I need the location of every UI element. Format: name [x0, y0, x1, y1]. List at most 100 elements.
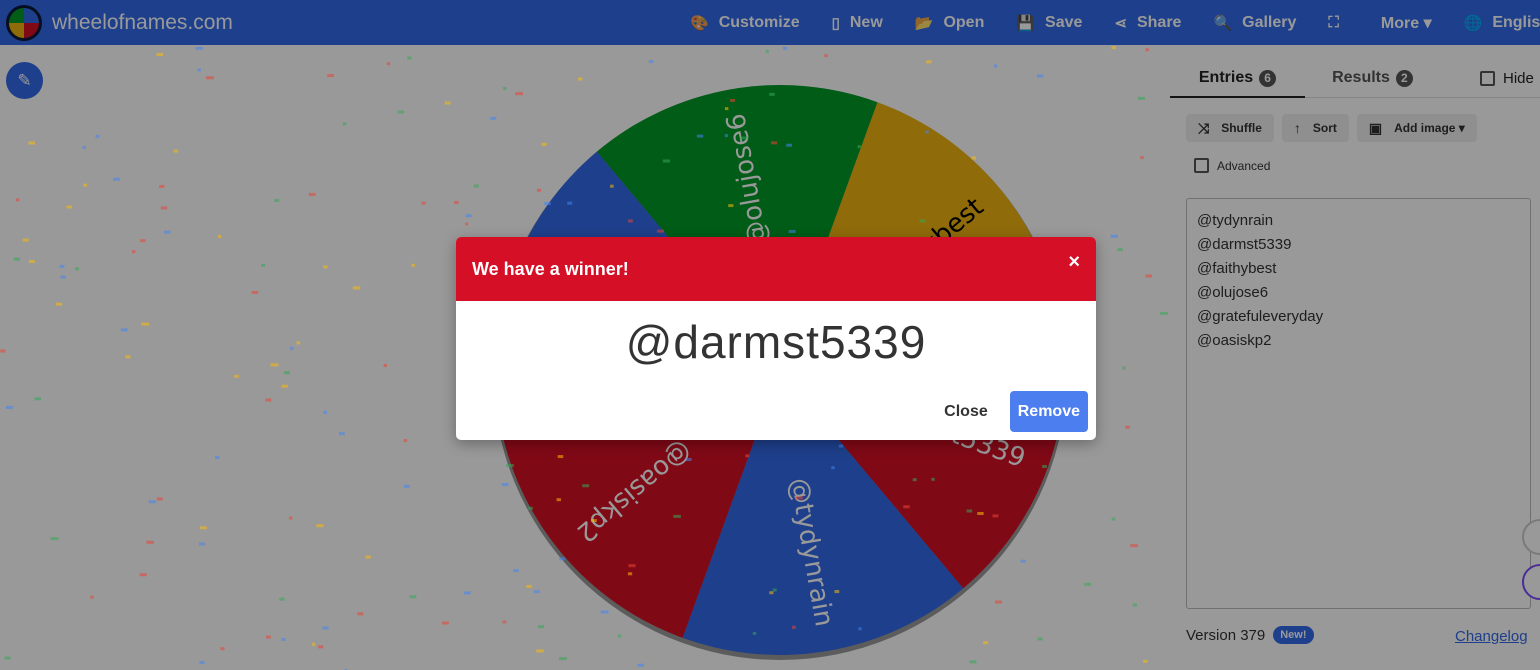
confetti-piece — [199, 526, 207, 530]
confetti-piece — [696, 134, 704, 138]
confetti-piece — [95, 134, 100, 138]
confetti-piece — [1111, 46, 1117, 50]
nav-label: English — [1492, 13, 1540, 31]
confetti-piece — [339, 432, 345, 436]
confetti-piece — [465, 214, 472, 218]
nav-folder-open[interactable]: 📂 Open — [915, 14, 985, 32]
confetti-piece — [274, 198, 280, 202]
nav-label: Open — [943, 13, 985, 31]
confetti-piece — [464, 591, 471, 595]
confetti-piece — [156, 52, 164, 56]
confetti-piece — [637, 663, 644, 667]
confetti-piece — [409, 595, 417, 599]
nav-save[interactable]: 💾 Save — [1016, 14, 1082, 32]
confetti-piece — [1110, 234, 1119, 238]
confetti-piece — [926, 60, 932, 64]
confetti-piece — [365, 555, 371, 559]
confetti-piece — [969, 660, 977, 664]
confetti-piece — [198, 542, 205, 546]
confetti-piece — [288, 516, 293, 520]
top-bar: wheelofnames.com 🎨 Customize ▯ New 📂 Open 💾 Sav… — [0, 0, 1540, 45]
confetti-piece — [28, 260, 35, 264]
confetti-piece — [473, 184, 479, 188]
confetti-piece — [265, 398, 272, 402]
confetti-piece — [59, 264, 65, 268]
confetti-piece — [533, 590, 540, 594]
confetti-piece — [281, 637, 286, 641]
confetti-piece — [526, 584, 532, 588]
shuffle-icon: ⤨ — [1198, 119, 1210, 136]
confetti-piece — [992, 514, 999, 518]
confetti-piece — [206, 76, 214, 80]
confetti-piece — [786, 143, 793, 147]
confetti-piece — [312, 642, 316, 646]
confetti-piece — [543, 202, 551, 206]
confetti-piece — [977, 511, 984, 515]
shuffle-button[interactable]: ⤨ Shuffle — [1186, 114, 1274, 142]
confetti-piece — [197, 68, 201, 72]
confetti-piece — [577, 77, 583, 81]
site-name[interactable]: wheelofnames.com — [52, 10, 233, 34]
confetti-piece — [266, 635, 271, 639]
nav-label: New — [849, 13, 883, 31]
add-image-button[interactable]: ▣ Add image ▾ — [1356, 114, 1477, 142]
changelog-link[interactable]: Changelog — [1455, 628, 1528, 645]
confetti-piece — [724, 134, 728, 138]
entry-line: @darmst5339 — [1197, 236, 1292, 253]
entries-textarea[interactable]: @tydynrain @darmst5339 @faithybest @olujose… — [1186, 198, 1531, 609]
side-panel: Entries 6 Results 2 Hide ⤨ Shuffle ↑ Sort ▣ A… — [1170, 58, 1540, 670]
confetti-piece — [159, 184, 165, 188]
nav-globe[interactable]: 🌐 English — [1464, 14, 1540, 32]
entry-line: @olujose6 — [1197, 284, 1269, 301]
remove-button[interactable]: Remove — [1009, 391, 1088, 432]
confetti-piece — [1036, 74, 1044, 78]
nav-fullscreen[interactable]: ⛶ — [1328, 14, 1349, 31]
nav-label: Customize — [718, 13, 800, 31]
tab-entries[interactable]: Entries 6 — [1170, 58, 1305, 98]
sort-button[interactable]: ↑ Sort — [1281, 114, 1349, 142]
advanced-checkbox[interactable]: Advanced — [1194, 158, 1270, 173]
confetti-piece — [125, 355, 131, 359]
nav-chevron-down[interactable]: More ▾ — [1381, 13, 1432, 33]
image-icon: ▣ — [1368, 119, 1383, 136]
confetti-piece — [90, 595, 94, 599]
close-button[interactable]: Close — [944, 402, 988, 420]
wheel-segment[interactable] — [682, 370, 964, 655]
confetti-piece — [261, 263, 266, 267]
nav-file[interactable]: ▯ New — [832, 14, 883, 32]
confetti-piece — [220, 647, 225, 651]
confetti-piece — [407, 56, 412, 60]
confetti-piece — [515, 92, 523, 96]
entry-line: @oasiskp2 — [1197, 332, 1272, 349]
confetti-piece — [1140, 156, 1144, 160]
entry-line: @gratefuleveryday — [1197, 308, 1324, 325]
tab-results[interactable]: Results 2 — [1305, 58, 1440, 98]
fullscreen-icon: ⛶ — [1328, 14, 1339, 31]
confetti-piece — [1130, 544, 1138, 548]
version-text: Version 379 — [1186, 626, 1266, 644]
hide-checkbox[interactable]: Hide — [1480, 70, 1534, 87]
new-badge[interactable]: New! — [1273, 626, 1314, 644]
confetti-piece — [730, 98, 736, 102]
confetti-piece — [627, 572, 633, 576]
nav-share[interactable]: ⋖ Share — [1114, 14, 1181, 32]
wheel-segment[interactable] — [596, 85, 878, 370]
confetti-piece — [465, 222, 469, 226]
logo-icon[interactable] — [6, 4, 42, 41]
confetti-piece — [502, 620, 507, 624]
confetti-piece — [403, 439, 408, 443]
confetti-piece — [831, 466, 835, 470]
close-icon[interactable]: × — [1068, 251, 1080, 273]
confetti-piece — [1084, 582, 1092, 586]
confetti-piece — [215, 455, 220, 459]
confetti-piece — [838, 444, 844, 448]
confetti-piece — [383, 363, 387, 367]
nav-search[interactable]: 🔍 Gallery — [1213, 14, 1296, 32]
confetti-piece — [1042, 464, 1047, 468]
nav-palette[interactable]: 🎨 Customize — [690, 14, 800, 32]
confetti-piece — [559, 657, 567, 661]
confetti-piece — [1145, 48, 1149, 52]
confetti-piece — [403, 484, 410, 488]
edit-pencil-button[interactable]: ✎ — [6, 62, 43, 99]
confetti-piece — [139, 573, 147, 577]
